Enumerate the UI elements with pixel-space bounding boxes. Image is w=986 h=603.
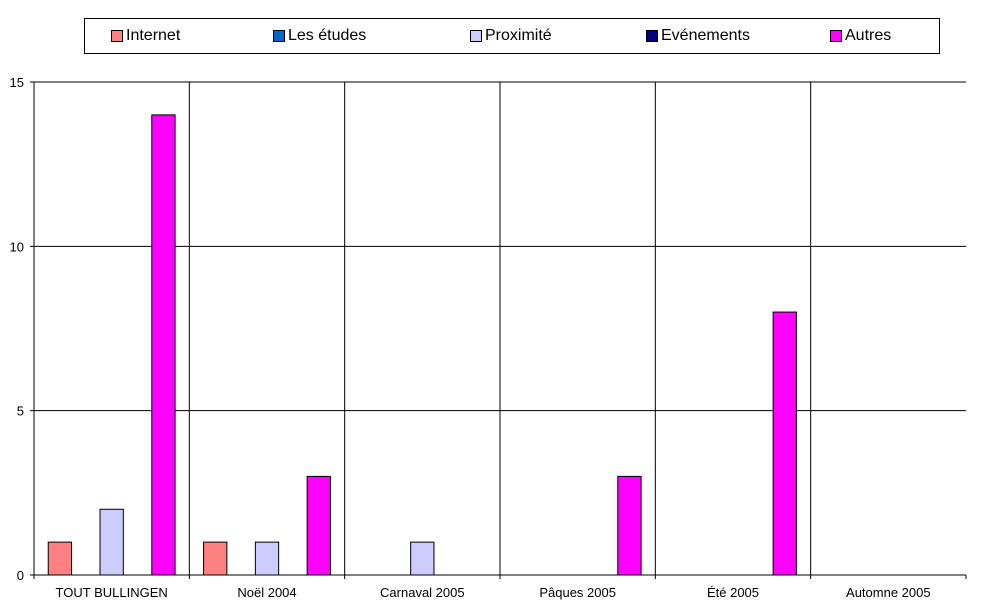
x-tick-label: Automne 2005 xyxy=(846,585,931,600)
legend-item: Evénements xyxy=(646,19,750,53)
x-tick-label: Noël 2004 xyxy=(237,585,296,600)
legend-swatch xyxy=(111,30,123,42)
bar-Autres xyxy=(151,114,176,576)
x-tick-label: Été 2005 xyxy=(707,585,759,600)
bar-Proximité xyxy=(410,541,435,576)
x-tick-label: Pâques 2005 xyxy=(539,585,616,600)
bar-Proximité xyxy=(254,541,280,576)
bar-Proximité xyxy=(99,508,124,576)
x-tick-label: TOUT BULLINGEN xyxy=(56,585,168,600)
legend-label: Evénements xyxy=(661,27,750,44)
y-tick-label: 15 xyxy=(10,75,24,90)
y-tick-label: 0 xyxy=(17,568,24,583)
y-tick-label: 10 xyxy=(10,239,24,254)
bar-Autres xyxy=(772,311,797,576)
chart-legend: Internet Les études Proximité Evénements Aut… xyxy=(84,18,940,54)
legend-swatch xyxy=(830,30,842,42)
y-tick-label: 5 xyxy=(17,404,24,419)
legend-label: Proximité xyxy=(485,27,552,44)
bar-Autres xyxy=(617,475,642,576)
legend-label: Les études xyxy=(288,27,367,44)
legend-item: Les études xyxy=(273,19,366,53)
x-tick-label: Carnaval 2005 xyxy=(380,585,465,600)
legend-label: Autres xyxy=(845,27,892,44)
legend-item: Internet xyxy=(111,19,180,53)
legend-swatch xyxy=(273,30,285,42)
bar-Autres xyxy=(306,475,331,576)
legend-item: Autres xyxy=(830,19,891,53)
bar-Internet xyxy=(47,541,73,576)
legend-item: Proximité xyxy=(470,19,552,53)
legend-swatch xyxy=(646,30,658,42)
bar-Internet xyxy=(203,541,228,576)
legend-swatch xyxy=(470,30,482,42)
legend-label: Internet xyxy=(126,27,181,44)
